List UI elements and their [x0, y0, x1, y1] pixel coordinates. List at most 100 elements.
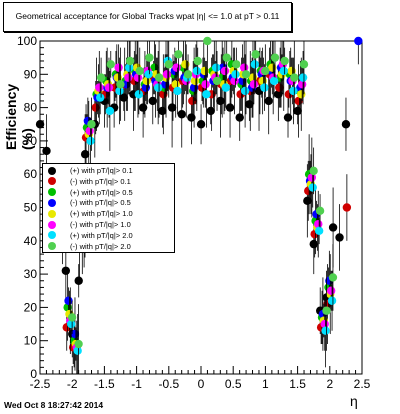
x-tick-label: -0.5 — [158, 377, 179, 391]
data-point — [42, 146, 51, 156]
data-point — [86, 136, 95, 146]
legend-marker — [48, 220, 56, 229]
data-point — [261, 66, 270, 76]
data-point — [321, 326, 330, 335]
data-point — [183, 70, 193, 79]
data-point — [74, 276, 83, 285]
data-point — [328, 273, 338, 282]
data-point — [125, 56, 135, 66]
data-point — [283, 113, 293, 122]
data-point — [124, 73, 133, 82]
data-point — [221, 83, 230, 92]
y-tick-label: 30 — [24, 267, 38, 281]
data-point — [249, 80, 259, 89]
data-point — [342, 203, 352, 212]
legend-marker — [48, 242, 56, 251]
x-tick-label: -1 — [131, 377, 142, 391]
data-point — [231, 70, 240, 79]
data-point — [220, 66, 230, 76]
data-point — [172, 63, 181, 72]
legend-entry: (+) with pT/|q|> 1.0 — [43, 208, 174, 219]
y-axis-label: Efficiency (%) — [3, 83, 35, 150]
legend-label: (-) with pT/|q|> 0.1 — [70, 176, 131, 186]
x-tick-label: 0 — [198, 377, 205, 391]
chart-title-box: Geometrical acceptance for Global Tracks… — [3, 2, 292, 32]
data-point — [225, 103, 235, 112]
legend-label: (+) with pT/|q|> 2.0 — [70, 230, 133, 240]
legend-entry: (-) with pT/|q|> 0.1 — [43, 176, 174, 187]
data-point — [153, 83, 163, 92]
data-point — [61, 266, 71, 275]
legend-label: (-) with pT/|q|> 2.0 — [70, 241, 131, 251]
data-point — [315, 206, 325, 216]
data-point — [289, 86, 298, 96]
data-point — [193, 56, 202, 66]
data-point — [192, 66, 202, 76]
data-point — [148, 96, 157, 106]
x-tick-label: 1.5 — [289, 377, 306, 391]
data-point — [104, 83, 114, 92]
legend-label: (-) with pT/|q|> 0.5 — [70, 198, 131, 208]
data-point — [158, 106, 167, 116]
data-point — [327, 296, 337, 305]
data-point — [298, 73, 308, 82]
data-point — [322, 306, 331, 315]
data-point — [299, 60, 309, 69]
data-point — [232, 60, 241, 69]
timestamp: Wed Oct 8 18:27:42 2014 — [4, 400, 104, 410]
data-point — [308, 183, 317, 192]
data-point — [314, 226, 324, 236]
data-point — [35, 120, 45, 129]
legend-marker — [48, 166, 56, 175]
data-point — [203, 36, 212, 46]
legend-marker — [48, 231, 56, 240]
data-point — [95, 83, 104, 92]
data-point — [67, 319, 76, 329]
data-point — [354, 36, 363, 46]
data-point — [293, 106, 302, 116]
chart-title: Geometrical acceptance for Global Tracks… — [15, 11, 280, 21]
x-tick-label: 2.5 — [354, 377, 371, 391]
data-point — [201, 80, 210, 89]
data-point — [260, 83, 269, 92]
y-tick-label: 80 — [24, 101, 38, 115]
data-point — [251, 50, 260, 59]
legend-entry: (+) with pT/|q|> 2.0 — [43, 230, 174, 241]
x-tick-label: -2 — [67, 377, 78, 391]
x-tick-label: 1 — [262, 377, 269, 391]
legend-marker — [48, 177, 56, 186]
data-point — [250, 60, 259, 69]
data-point — [115, 86, 124, 96]
legend-entry: (-) with pT/|q|> 1.0 — [43, 219, 174, 230]
y-tick-label: 20 — [24, 300, 38, 314]
x-tick-label: 2 — [326, 377, 333, 391]
legend-label: (+) with pT/|q|> 0.1 — [70, 166, 133, 175]
data-point — [64, 296, 73, 305]
data-point — [212, 76, 222, 86]
legend-entry: (+) with pT/|q|> 0.1 — [43, 165, 174, 176]
data-point — [96, 73, 106, 82]
data-point — [196, 120, 206, 129]
x-axis-label: η — [350, 393, 358, 409]
data-point — [270, 53, 280, 62]
data-point — [154, 73, 164, 82]
data-point — [106, 60, 115, 69]
y-tick-label: 10 — [24, 334, 38, 348]
data-point — [206, 106, 215, 116]
data-point — [240, 86, 250, 96]
y-tick-label: 0 — [30, 367, 37, 381]
data-point — [73, 346, 82, 355]
data-point — [87, 120, 96, 129]
data-point — [177, 110, 186, 119]
data-point — [162, 70, 172, 79]
data-point — [80, 150, 90, 159]
data-point — [241, 70, 251, 79]
data-point — [269, 76, 279, 86]
legend: (+) with pT/|q|> 0.1 (-) with pT/|q|> 0.1… — [42, 163, 175, 253]
data-point — [280, 56, 289, 66]
data-point — [124, 63, 134, 72]
legend-entry: (-) with pT/|q|> 2.0 — [43, 241, 174, 252]
data-point — [309, 239, 318, 249]
data-point — [245, 100, 254, 109]
